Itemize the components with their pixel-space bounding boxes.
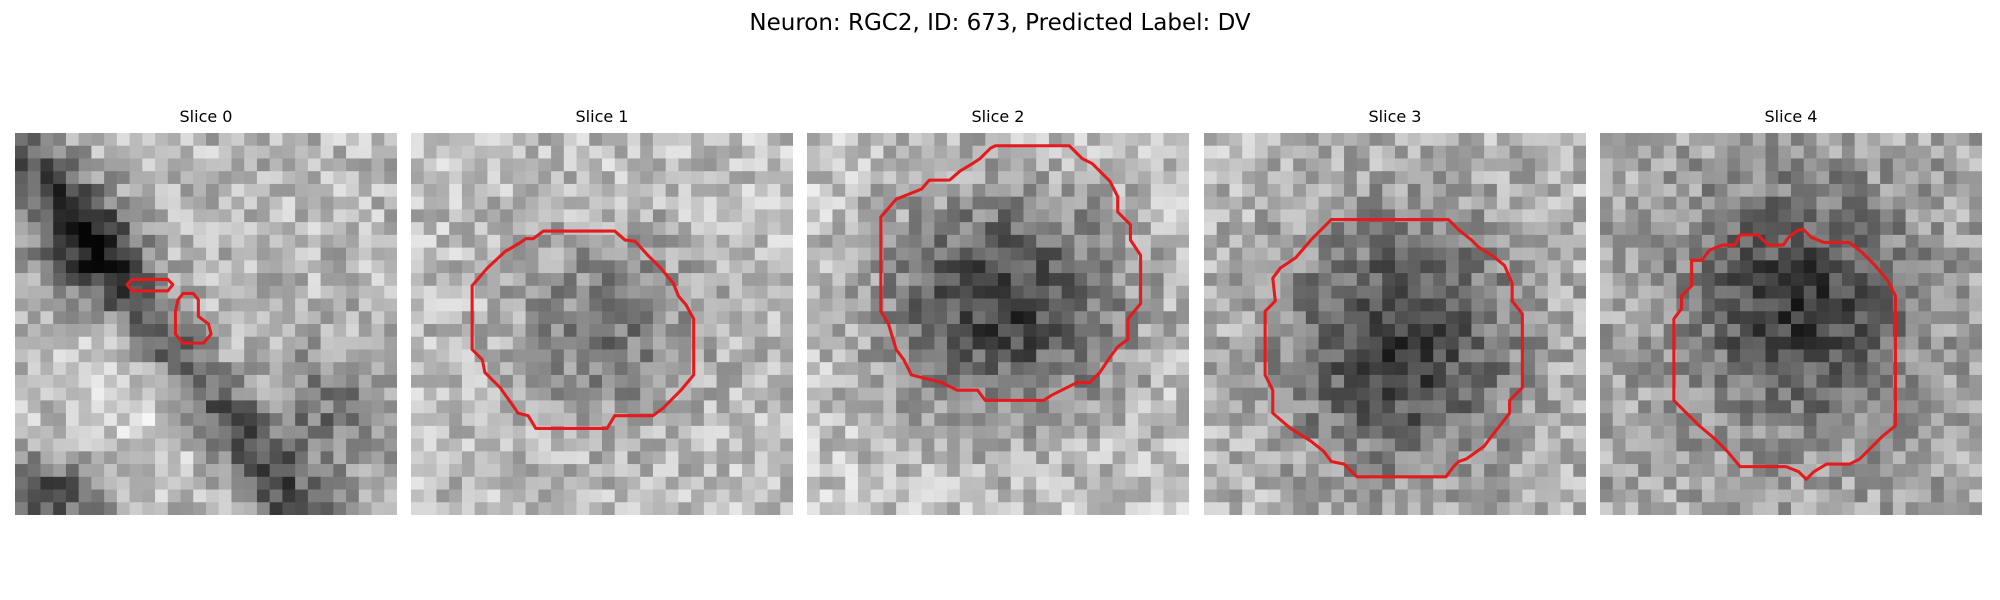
slice-title-0: Slice 0	[179, 107, 233, 126]
slice-title-3: Slice 3	[1368, 107, 1422, 126]
segmentation-contour	[125, 277, 175, 293]
slice-image-3	[1204, 133, 1586, 515]
segmentation-contour	[1263, 218, 1524, 479]
slice-panel-2: Slice 2	[807, 107, 1189, 517]
slice-image-0	[15, 133, 397, 515]
figure-title: Neuron: RGC2, ID: 673, Predicted Label: …	[749, 10, 1251, 36]
slice-image-2	[807, 133, 1189, 515]
slice-title-1: Slice 1	[575, 107, 629, 126]
slice-title-2: Slice 2	[971, 107, 1025, 126]
slice-image-1	[411, 133, 793, 515]
slice-panel-1: Slice 1	[411, 107, 793, 517]
segmentation-contour	[879, 144, 1143, 402]
slice-image-4	[1600, 133, 1982, 515]
segmentation-contour	[1672, 228, 1897, 481]
slice-title-4: Slice 4	[1764, 107, 1818, 126]
slice-panel-3: Slice 3	[1204, 107, 1586, 517]
slice-panel-4: Slice 4	[1600, 107, 1982, 517]
slice-panel-0: Slice 0	[15, 107, 397, 517]
segmentation-contour	[173, 291, 213, 345]
segmentation-contour	[470, 229, 696, 430]
